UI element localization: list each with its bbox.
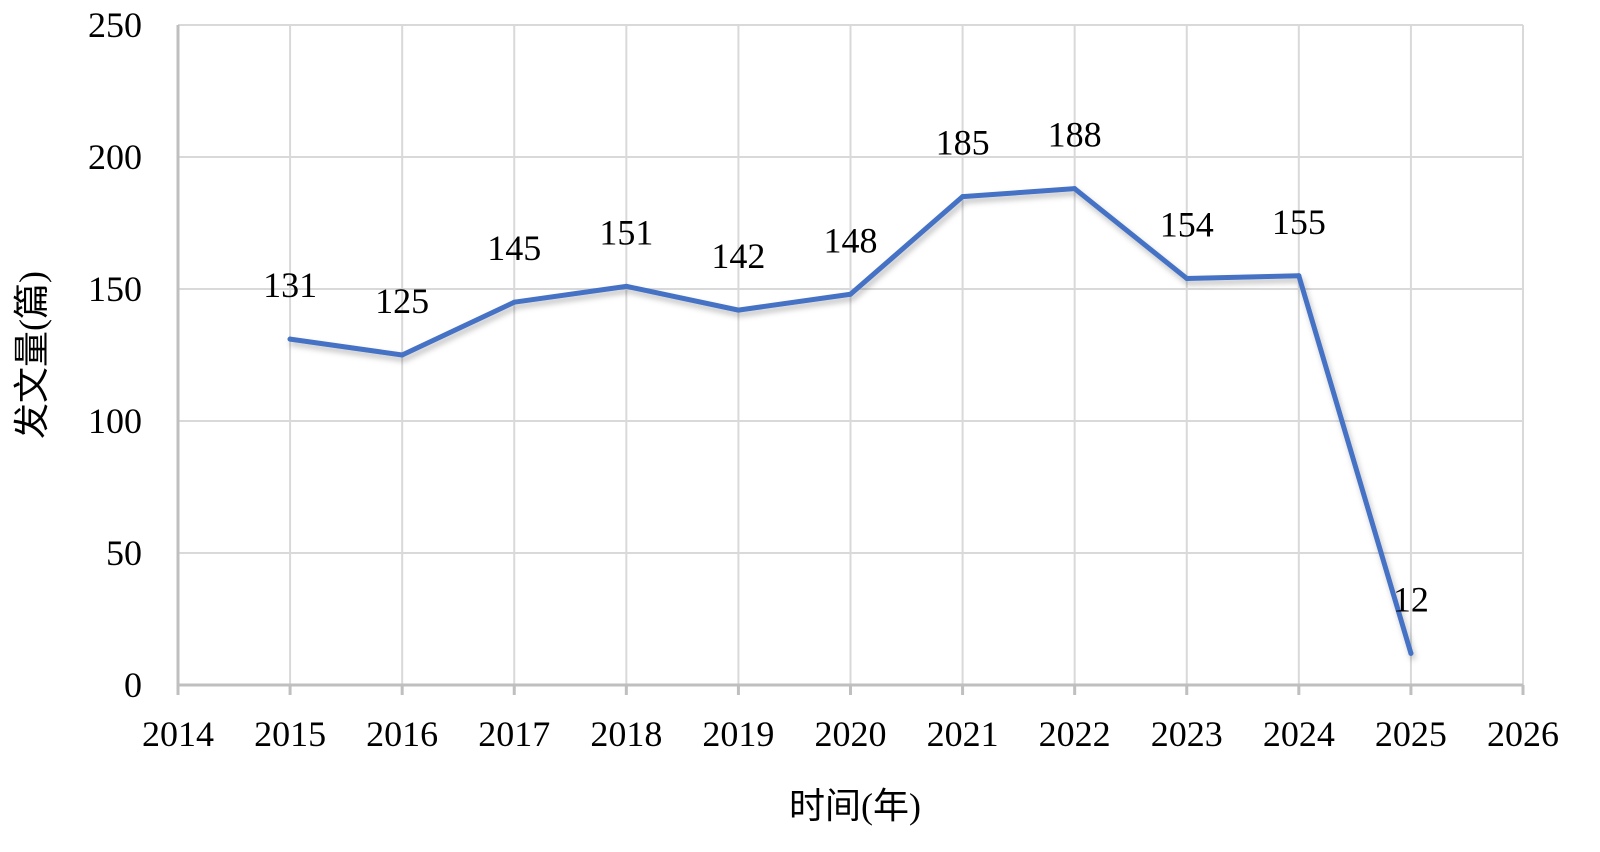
y-tick-label: 150: [88, 269, 142, 309]
x-tick-label: 2016: [366, 714, 438, 754]
data-label: 188: [1048, 115, 1102, 155]
data-label: 151: [599, 212, 653, 252]
axes: [176, 25, 1525, 695]
data-point: [1072, 186, 1078, 192]
data-point: [735, 307, 741, 313]
y-tick-label: 100: [88, 401, 142, 441]
data-labels: 131 125 145 151 142 148 185 188 154 155 12: [263, 115, 1429, 620]
data-point: [848, 291, 853, 297]
data-label: 148: [824, 220, 878, 260]
y-tick-label: 0: [124, 665, 142, 705]
data-point: [399, 352, 405, 358]
data-point: [1408, 650, 1414, 656]
x-tick-label: 2018: [590, 714, 662, 754]
data-point: [511, 299, 517, 305]
x-tick-label: 2021: [927, 714, 999, 754]
series: [287, 186, 1414, 656]
x-tick-label: 2023: [1151, 714, 1223, 754]
data-point: [1296, 273, 1302, 279]
data-point: [960, 194, 966, 200]
data-label: 155: [1272, 202, 1326, 242]
data-label: 125: [375, 281, 429, 321]
data-label: 154: [1160, 204, 1214, 244]
data-point: [623, 283, 629, 289]
tick-labels: 0 50 100 150 200 250 2014 2015 2016 2017 2018 2019 2…: [88, 5, 1559, 754]
x-tick-label: 2017: [478, 714, 550, 754]
x-tick-label: 2020: [815, 714, 887, 754]
data-point: [1184, 275, 1190, 281]
data-label: 131: [263, 265, 317, 305]
x-tick-label: 2025: [1375, 714, 1447, 754]
x-tick-label: 2019: [702, 714, 774, 754]
y-tick-label: 200: [88, 137, 142, 177]
x-tick-label: 2015: [254, 714, 326, 754]
x-axis-title: 时间(年): [789, 786, 921, 826]
data-label: 145: [487, 228, 541, 268]
x-tick-label: 2014: [142, 714, 214, 754]
x-tick-label: 2026: [1487, 714, 1559, 754]
y-tick-label: 50: [106, 533, 142, 573]
y-tick-label: 250: [88, 5, 142, 45]
gridlines: [178, 24, 1524, 685]
data-label: 12: [1393, 579, 1429, 619]
data-label: 142: [711, 236, 765, 276]
x-tick-label: 2022: [1039, 714, 1111, 754]
y-axis-title: 发文量(篇): [12, 271, 52, 439]
data-point: [287, 336, 293, 342]
data-label: 185: [936, 123, 990, 163]
x-tick-label: 2024: [1263, 714, 1335, 754]
